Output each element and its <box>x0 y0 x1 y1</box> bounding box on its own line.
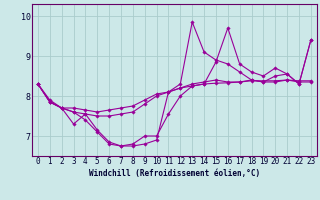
X-axis label: Windchill (Refroidissement éolien,°C): Windchill (Refroidissement éolien,°C) <box>89 169 260 178</box>
